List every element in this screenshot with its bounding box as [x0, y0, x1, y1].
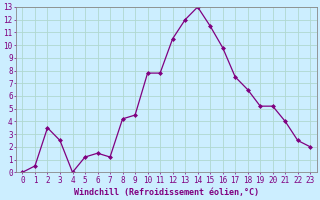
X-axis label: Windchill (Refroidissement éolien,°C): Windchill (Refroidissement éolien,°C) — [74, 188, 259, 197]
